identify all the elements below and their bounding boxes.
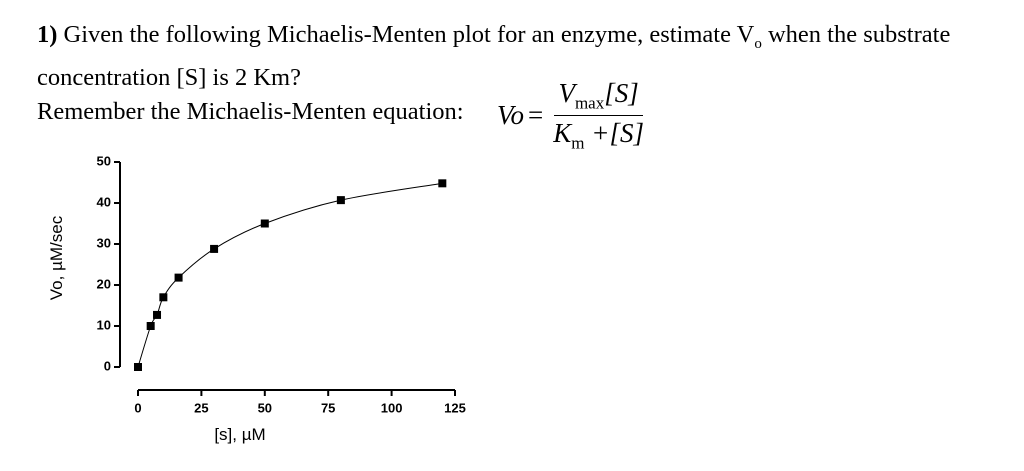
- y-tick-label: 20: [97, 276, 111, 291]
- data-point: [146, 322, 155, 330]
- var: V: [558, 78, 575, 108]
- y-tick-label: 0: [104, 358, 111, 373]
- fraction: Vmax[S] Km +[S]: [549, 78, 648, 154]
- var: +[S]: [584, 118, 644, 149]
- x-tick-label: 100: [381, 400, 403, 415]
- equation-lhs: Vo: [497, 100, 524, 131]
- data-point: [159, 293, 168, 302]
- data-point: [174, 273, 183, 282]
- denominator: Km +[S]: [549, 116, 648, 153]
- question-text: when the substrate concentration [S] is …: [37, 21, 951, 91]
- var: [S]: [604, 78, 639, 108]
- subscript: o: [754, 35, 762, 52]
- x-tick-label: 50: [258, 400, 272, 415]
- x-tick-label: 25: [194, 400, 208, 415]
- sub: m: [571, 133, 585, 153]
- numerator: Vmax[S]: [554, 78, 643, 117]
- data-point: [336, 196, 345, 205]
- x-tick-label: 125: [444, 400, 466, 415]
- question-number: 1): [37, 21, 58, 48]
- y-axis-label: Vo, µM/sec: [47, 215, 66, 300]
- var: K: [553, 118, 572, 149]
- data-point: [153, 310, 162, 319]
- x-tick-label: 75: [321, 400, 335, 415]
- sub: max: [574, 93, 605, 113]
- y-tick-label: 10: [97, 317, 111, 332]
- data-point: [260, 219, 269, 228]
- question-text: Given the following Michaelis-Menten plo…: [63, 21, 755, 48]
- y-tick-label: 40: [97, 194, 111, 209]
- y-tick-label: 50: [97, 153, 111, 168]
- equation: Vo = Vmax[S] Km +[S]: [497, 78, 648, 154]
- reminder: Remember the Michaelis-Menten equation:: [37, 97, 464, 125]
- data-point: [210, 244, 219, 253]
- y-tick-label: 30: [97, 235, 111, 250]
- data-point: [134, 363, 142, 371]
- question: 1) Given the following Michaelis-Menten …: [37, 18, 1022, 129]
- data-point: [438, 179, 447, 188]
- x-axis-label: [s], µM: [214, 425, 265, 444]
- x-tick-label: 0: [134, 400, 141, 415]
- equals: =: [528, 100, 544, 131]
- fit-line: [137, 182, 443, 368]
